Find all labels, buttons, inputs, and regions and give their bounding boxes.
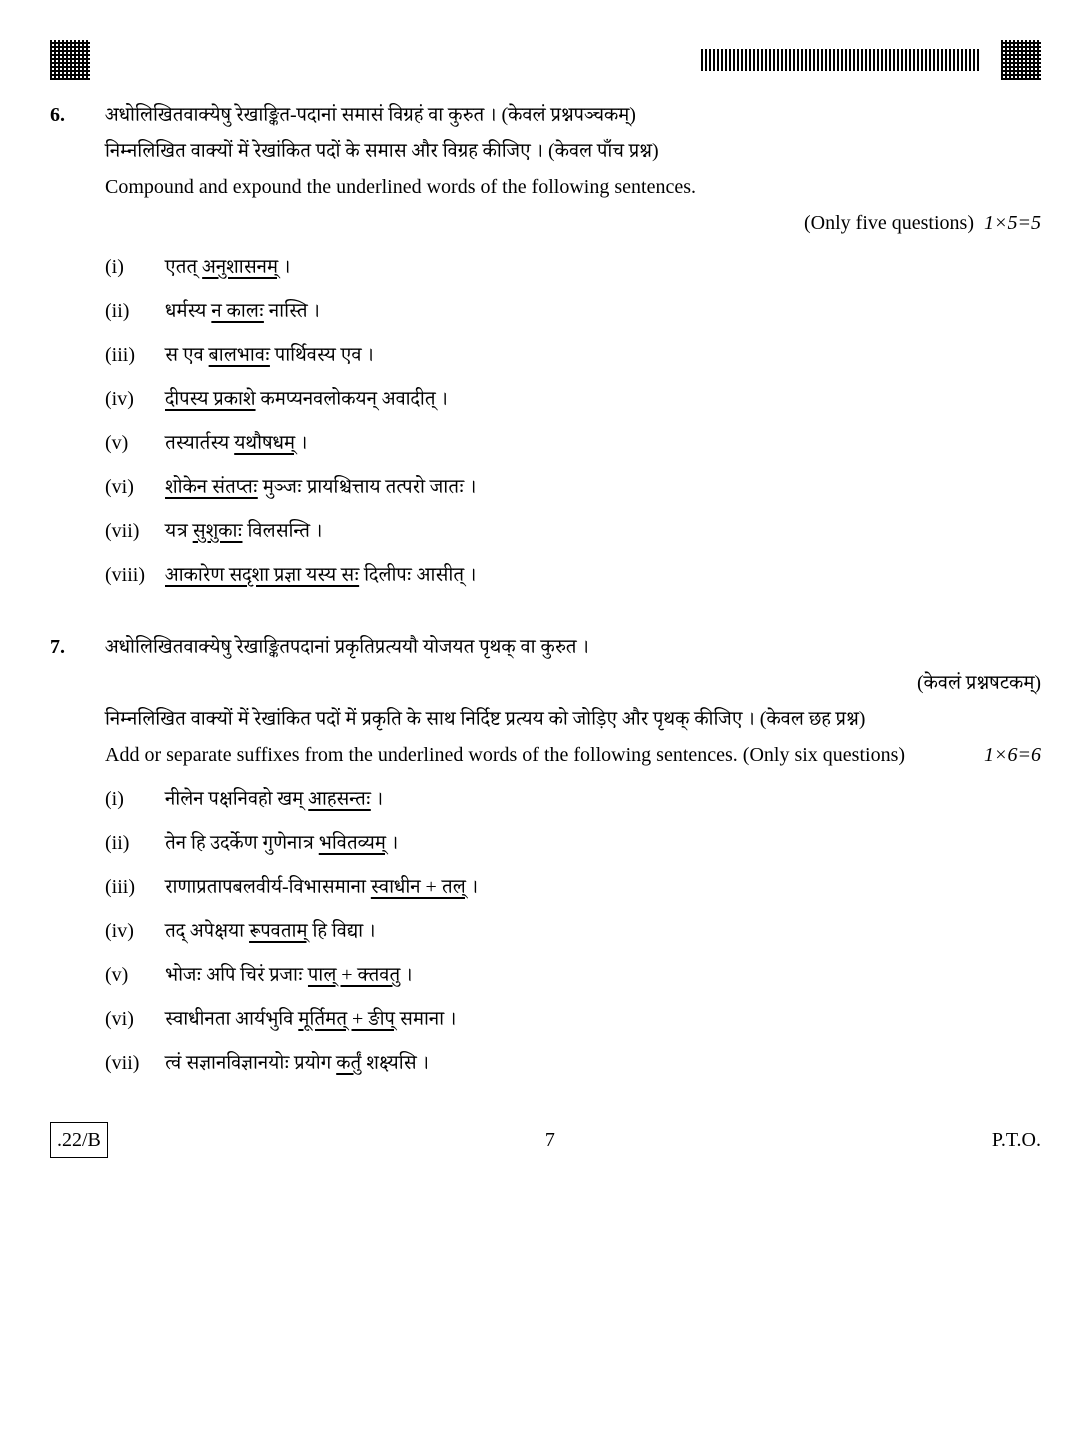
underlined-word: आहसन्तः (308, 788, 371, 810)
sub-question: (iv)दीपस्य प्रकाशे कमप्यनवलोकयन् अवादीत्… (105, 384, 1041, 414)
q6-english-line: Compound and expound the underlined word… (105, 172, 1041, 202)
sub-question-label: (ii) (105, 828, 165, 858)
question-number: 6. (50, 100, 105, 604)
sub-question: (iii)स एव बालभावः पार्थिवस्य एव । (105, 340, 1041, 370)
underlined-word: शोकेन संतप्तः (165, 476, 258, 498)
underlined-word: अनुशासनम् (202, 256, 278, 278)
sub-question: (iv)तद् अपेक्षया रूपवताम् हि विद्या । (105, 916, 1041, 946)
sub-question-label: (viii) (105, 560, 165, 590)
underlined-word: स्वाधीन + तल् (371, 876, 466, 898)
page-header (50, 40, 1041, 80)
page-number: 7 (545, 1125, 555, 1155)
underlined-word: सुशुकाः (193, 520, 243, 542)
sub-question-text: एतत् अनुशासनम् । (165, 252, 1041, 282)
pto-label: P.T.O. (992, 1125, 1041, 1155)
sub-question-text: यत्र सुशुकाः विलसन्ति । (165, 516, 1041, 546)
underlined-word: न कालः (211, 300, 264, 322)
header-right-group (701, 40, 1041, 80)
sub-question: (vii)त्वं सज्ञानविज्ञानयोः प्रयोग कर्तुं… (105, 1048, 1041, 1078)
question-body: अधोलिखितवाक्येषु रेखाङ्कित-पदानां समासं … (105, 100, 1041, 604)
sub-question-text: स्वाधीनता आर्यभुवि मूर्तिमत् + ङीप् समान… (165, 1004, 1041, 1034)
sub-question: (i)एतत् अनुशासनम् । (105, 252, 1041, 282)
sub-question-text: दीपस्य प्रकाशे कमप्यनवलोकयन् अवादीत् । (165, 384, 1041, 414)
sub-question-label: (i) (105, 252, 165, 282)
q7-english-line: Add or separate suffixes from the underl… (105, 740, 964, 770)
underlined-word: पाल् + क्तवतु (308, 964, 400, 986)
sub-question-label: (v) (105, 428, 165, 458)
sub-question-text: तस्यार्तस्य यथौषधम् । (165, 428, 1041, 458)
page-footer: .22/B 7 P.T.O. (50, 1122, 1041, 1158)
sub-question-text: राणाप्रतापबलवीर्य-विभासमाना स्वाधीन + तल… (165, 872, 1041, 902)
sub-question: (i)नीलेन पक्षनिवहो खम् आहसन्तः । (105, 784, 1041, 814)
sub-question-label: (ii) (105, 296, 165, 326)
sub-question: (ii)धर्मस्य न कालः नास्ति । (105, 296, 1041, 326)
sub-question: (viii)आकारेण सदृशा प्रज्ञा यस्य सः दिलीप… (105, 560, 1041, 590)
qr-code-left-icon (50, 40, 90, 80)
q6-note: (Only five questions) (804, 212, 974, 234)
sub-question: (vi)स्वाधीनता आर्यभुवि मूर्तिमत् + ङीप् … (105, 1004, 1041, 1034)
sub-question: (v)भोजः अपि चिरं प्रजाः पाल् + क्तवतु । (105, 960, 1041, 990)
sub-question-label: (iv) (105, 384, 165, 414)
q7-sanskrit-line: अधोलिखितवाक्येषु रेखाङ्कितपदानां प्रकृति… (105, 632, 1041, 662)
sub-question-label: (vii) (105, 1048, 165, 1078)
sub-question-label: (iii) (105, 872, 165, 902)
sub-question-label: (vii) (105, 516, 165, 546)
sub-question-label: (v) (105, 960, 165, 990)
sub-question: (ii)तेन हि उदर्केण गुणेनात्र भवितव्यम् । (105, 828, 1041, 858)
question-7: 7. अधोलिखितवाक्येषु रेखाङ्कितपदानां प्रक… (50, 632, 1041, 1092)
sub-question-label: (vi) (105, 1004, 165, 1034)
sub-question: (vii)यत्र सुशुकाः विलसन्ति । (105, 516, 1041, 546)
sub-question-text: तद् अपेक्षया रूपवताम् हि विद्या । (165, 916, 1041, 946)
underlined-word: आकारेण सदृशा प्रज्ञा यस्य सः (165, 564, 359, 586)
q7-marks: 1×6=6 (964, 740, 1041, 770)
question-body: अधोलिखितवाक्येषु रेखाङ्कितपदानां प्रकृति… (105, 632, 1041, 1092)
q7-sanskrit-note: (केवलं प्रश्नषटकम्) (105, 668, 1041, 698)
q6-note-and-marks: (Only five questions) 1×5=5 (804, 208, 1041, 238)
underlined-word: कर्तुं (336, 1052, 361, 1074)
paper-code: .22/B (50, 1122, 108, 1158)
sub-question-text: भोजः अपि चिरं प्रजाः पाल् + क्तवतु । (165, 960, 1041, 990)
sub-question-label: (iv) (105, 916, 165, 946)
sub-question-label: (iii) (105, 340, 165, 370)
sub-question-label: (i) (105, 784, 165, 814)
underlined-word: यथौषधम् (234, 432, 295, 454)
question-6: 6. अधोलिखितवाक्येषु रेखाङ्कित-पदानां समा… (50, 100, 1041, 604)
underlined-word: रूपवताम् (249, 920, 307, 942)
sub-question-label: (vi) (105, 472, 165, 502)
q6-hindi-line: निम्नलिखित वाक्यों में रेखांकित पदों के … (105, 136, 1041, 166)
q6-sanskrit-line: अधोलिखितवाक्येषु रेखाङ्कित-पदानां समासं … (105, 100, 1041, 130)
sub-question-text: आकारेण सदृशा प्रज्ञा यस्य सः दिलीपः आसीत… (165, 560, 1041, 590)
sub-question-text: तेन हि उदर्केण गुणेनात्र भवितव्यम् । (165, 828, 1041, 858)
sub-question-text: स एव बालभावः पार्थिवस्य एव । (165, 340, 1041, 370)
underlined-word: दीपस्य प्रकाशे (165, 388, 256, 410)
question-number: 7. (50, 632, 105, 1092)
q6-marks-row: (Only five questions) 1×5=5 (105, 208, 1041, 238)
sub-question: (v)तस्यार्तस्य यथौषधम् । (105, 428, 1041, 458)
underlined-word: भवितव्यम् (319, 832, 386, 854)
q7-hindi-line: निम्नलिखित वाक्यों में रेखांकित पदों में… (105, 704, 1041, 734)
sub-question: (vi)शोकेन संतप्तः मुञ्जः प्रायश्चित्ताय … (105, 472, 1041, 502)
qr-code-right-icon (1001, 40, 1041, 80)
underlined-word: बालभावः (209, 344, 270, 366)
q7-english-row: Add or separate suffixes from the underl… (105, 740, 1041, 770)
sub-question-text: नीलेन पक्षनिवहो खम् आहसन्तः । (165, 784, 1041, 814)
sub-question-text: त्वं सज्ञानविज्ञानयोः प्रयोग कर्तुं शक्ष… (165, 1048, 1041, 1078)
sub-question-text: शोकेन संतप्तः मुञ्जः प्रायश्चित्ताय तत्प… (165, 472, 1041, 502)
sub-question: (iii)राणाप्रतापबलवीर्य-विभासमाना स्वाधीन… (105, 872, 1041, 902)
underlined-word: मूर्तिमत् + ङीप् (298, 1008, 395, 1030)
sub-question-text: धर्मस्य न कालः नास्ति । (165, 296, 1041, 326)
barcode-icon (701, 49, 981, 71)
q6-marks: 1×5=5 (984, 212, 1041, 234)
